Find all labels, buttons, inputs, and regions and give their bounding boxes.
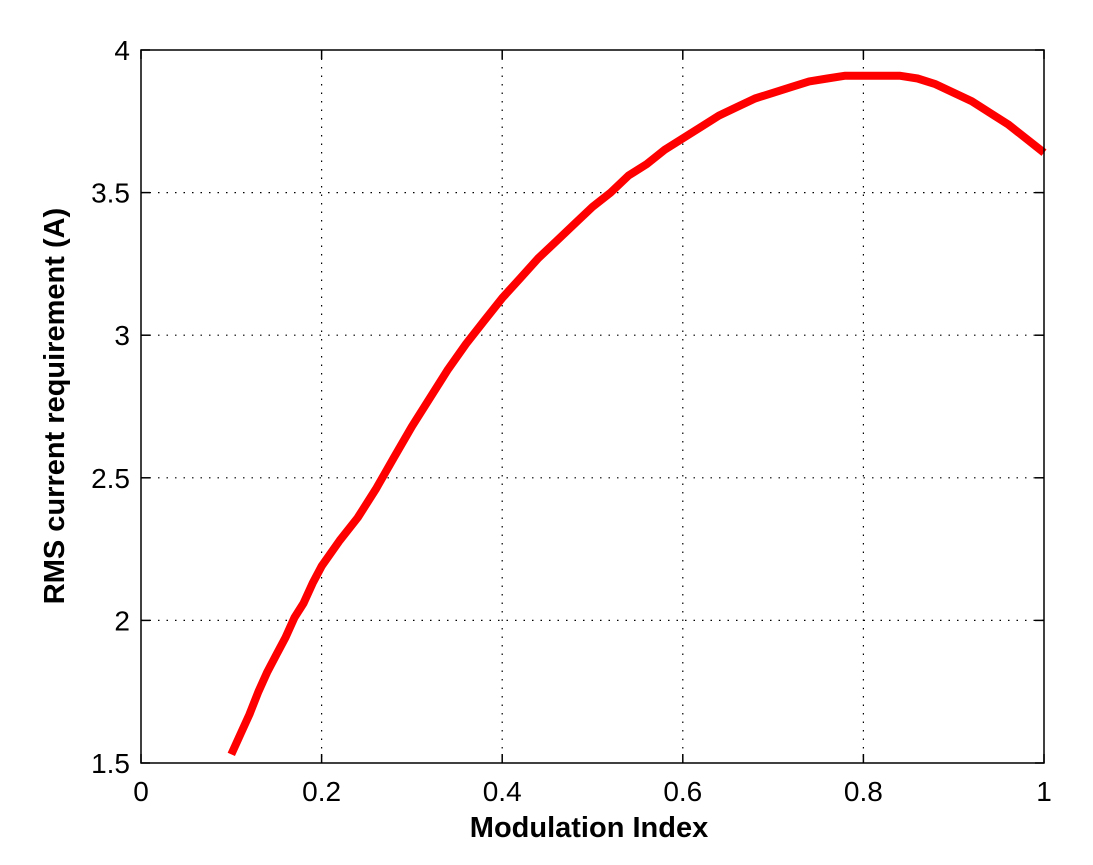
- x-tick-label: 0.8: [844, 776, 883, 807]
- x-tick-label: 0.2: [302, 776, 341, 807]
- plot-area: [141, 50, 1044, 763]
- x-tick-label: 0.4: [483, 776, 522, 807]
- y-axis-label: RMS current requirement (A): [39, 208, 71, 604]
- tick-marks: [140, 49, 1045, 764]
- grid-lines: [141, 50, 1044, 763]
- y-tick-label: 4: [114, 35, 130, 66]
- x-axis-label: Modulation Index: [470, 812, 708, 844]
- axes-box: [140, 49, 1045, 764]
- series-line: [227, 71, 1047, 757]
- x-tick-label: 1: [1036, 776, 1052, 807]
- y-tick-label: 3.5: [91, 178, 130, 209]
- x-tick-label: 0: [133, 776, 149, 807]
- x-tick-label: 0.6: [663, 776, 702, 807]
- y-tick-label: 3: [114, 320, 130, 351]
- x-axis-tick-labels: 0 0.2 0.4 0.6 0.8 1: [133, 776, 1052, 807]
- y-tick-label: 2: [114, 605, 130, 636]
- series-layer: [227, 71, 1047, 757]
- y-tick-label: 1.5: [91, 748, 130, 779]
- y-axis-tick-labels: 1.5 2 2.5 3 3.5 4: [91, 35, 130, 779]
- y-tick-label: 2.5: [91, 463, 130, 494]
